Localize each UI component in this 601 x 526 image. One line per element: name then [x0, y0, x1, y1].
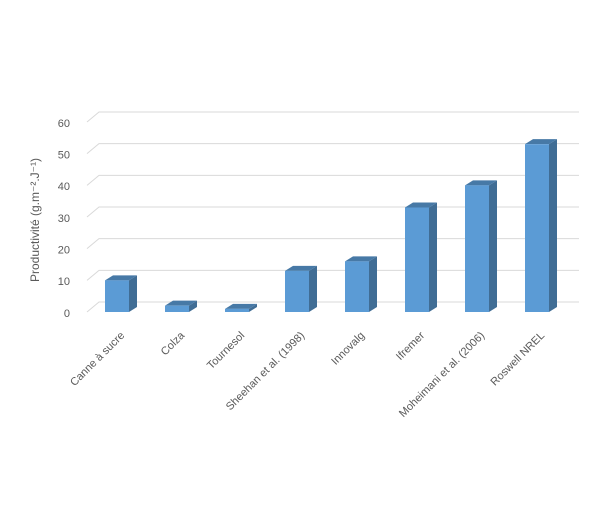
y-tick-label: 30	[58, 213, 70, 225]
bar-side	[249, 303, 257, 312]
x-tick-label: Roswell NREL	[489, 330, 548, 389]
bar-side	[369, 256, 377, 312]
bar-top	[225, 303, 257, 309]
y-tick-label: 0	[64, 308, 70, 320]
bar-top	[285, 265, 317, 271]
x-tick-label: Canne à sucre	[68, 330, 127, 389]
bar	[225, 308, 249, 312]
grid-line	[86, 143, 579, 155]
x-tick-label: Innovalg	[329, 330, 367, 368]
grid-line	[86, 174, 579, 186]
bar-side	[429, 202, 437, 312]
grid-line	[86, 206, 579, 218]
y-tick-label: 20	[58, 245, 70, 257]
bar-top	[405, 202, 437, 208]
bar-side	[309, 265, 317, 312]
grid-line	[86, 111, 579, 123]
bar	[525, 144, 549, 312]
y-axis-label: Productivité (g.m⁻².J⁻¹)	[28, 158, 42, 282]
x-tick-label: Colza	[159, 329, 188, 358]
bar-top	[105, 275, 137, 281]
grid-line	[86, 238, 579, 250]
bar-side	[189, 300, 197, 312]
bar	[285, 270, 309, 312]
bar-side	[549, 139, 557, 312]
bar-top	[165, 300, 197, 306]
bar	[105, 280, 129, 312]
x-tick-label: Tournesol	[205, 330, 247, 372]
bar-top	[345, 256, 377, 262]
bar	[165, 305, 189, 312]
y-tick-label: 60	[58, 118, 70, 130]
y-tick-label: 50	[58, 150, 70, 162]
bar-side	[129, 275, 137, 312]
y-tick-label: 10	[58, 276, 70, 288]
y-tick-label: 40	[58, 181, 70, 193]
bar	[345, 261, 369, 312]
bar-top	[525, 139, 557, 145]
bar-side	[489, 180, 497, 312]
grid-line	[86, 301, 579, 313]
x-tick-label: Ifremer	[394, 329, 427, 362]
grid-line	[86, 269, 579, 281]
bar	[405, 207, 429, 312]
bar	[465, 185, 489, 312]
bar-top	[465, 180, 497, 186]
